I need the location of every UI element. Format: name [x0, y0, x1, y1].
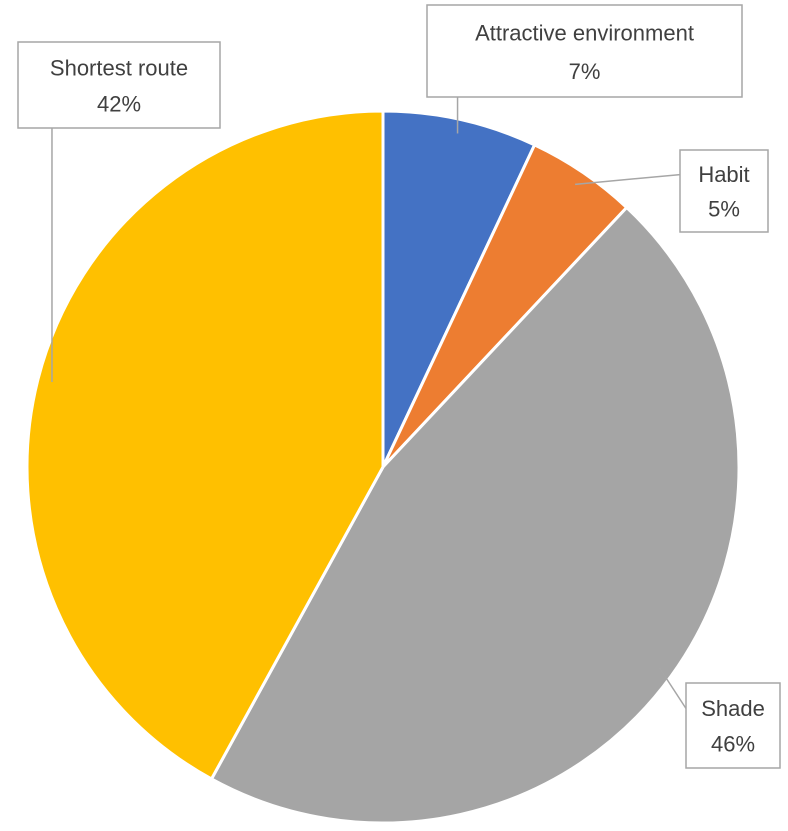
label-value: 46% — [711, 732, 755, 757]
label-value: 42% — [97, 91, 141, 116]
label-box — [679, 149, 769, 233]
label-name: Shade — [701, 696, 765, 721]
label-box — [426, 4, 743, 98]
leader-line — [575, 173, 681, 186]
leader-line — [658, 667, 687, 709]
label-name: Attractive environment — [475, 20, 694, 45]
label-box — [685, 682, 781, 769]
label-value: 7% — [569, 59, 601, 84]
label-name: Shortest route — [50, 55, 188, 80]
pie-slice — [209, 205, 741, 825]
label-box — [17, 41, 221, 129]
pie-slice — [25, 109, 385, 782]
pie-slice — [381, 109, 537, 468]
label-value: 5% — [708, 196, 740, 221]
label-name: Habit — [698, 162, 749, 187]
